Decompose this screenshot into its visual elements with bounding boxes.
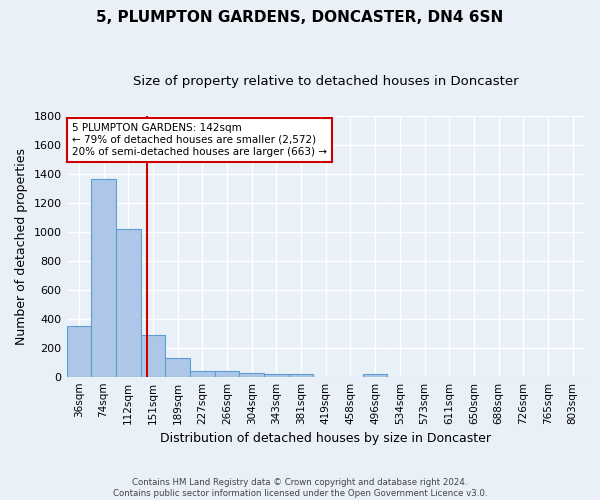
Bar (116, 228, 140, 376)
Bar (165, 358, 190, 376)
Bar (91, 180, 116, 376)
Bar (215, 370, 239, 376)
Text: 5 PLUMPTON GARDENS: 142sqm
← 79% of detached houses are smaller (2,572)
20% of s: 5 PLUMPTON GARDENS: 142sqm ← 79% of deta… (72, 124, 327, 156)
Text: 5, PLUMPTON GARDENS, DONCASTER, DN4 6SN: 5, PLUMPTON GARDENS, DONCASTER, DN4 6SN (97, 10, 503, 25)
X-axis label: Distribution of detached houses by size in Doncaster: Distribution of detached houses by size … (160, 432, 491, 445)
Title: Size of property relative to detached houses in Doncaster: Size of property relative to detached ho… (133, 75, 518, 88)
Y-axis label: Number of detached properties: Number of detached properties (15, 148, 28, 344)
Bar (289, 374, 313, 376)
Bar (239, 373, 264, 376)
Bar (363, 374, 388, 376)
Bar (264, 374, 289, 376)
Text: Contains HM Land Registry data © Crown copyright and database right 2024.
Contai: Contains HM Land Registry data © Crown c… (113, 478, 487, 498)
Bar (140, 334, 165, 376)
Bar (67, 326, 91, 376)
Bar (190, 370, 215, 376)
